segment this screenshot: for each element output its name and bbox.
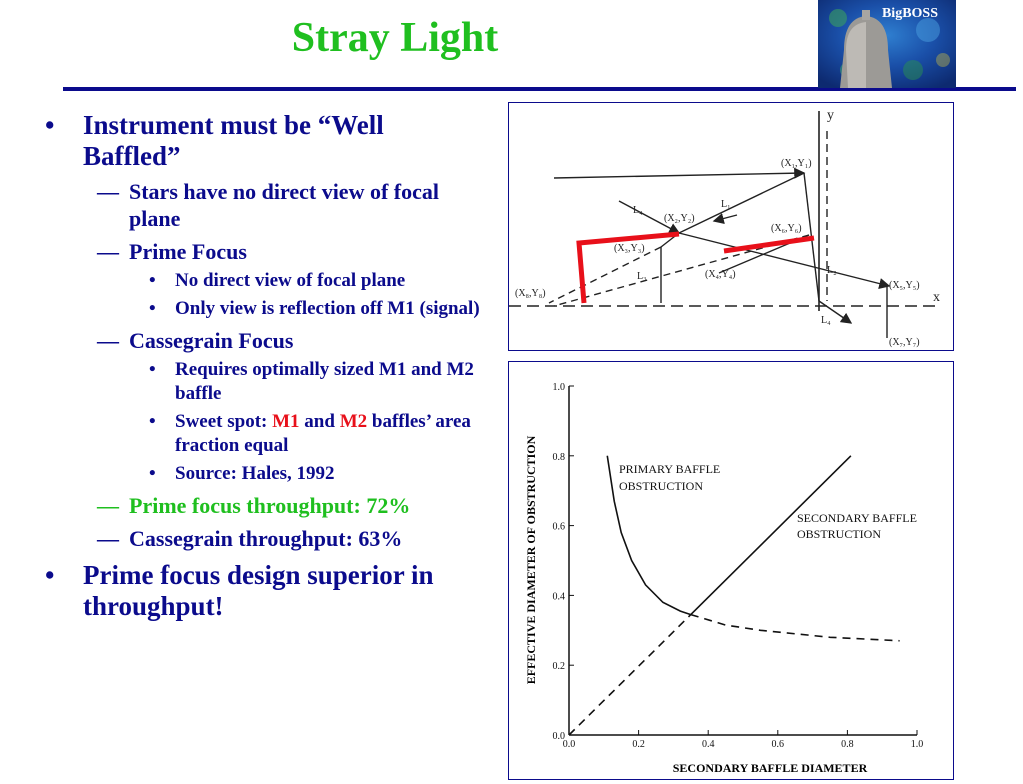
ray-label-l3: L₃: [637, 271, 647, 282]
secondary-baffle-line-dashed: [568, 614, 692, 736]
primary-baffle-curve-solid: [606, 455, 692, 616]
item-optimal-baffle: • Requires optimally sized M1 and M2 baf…: [45, 358, 485, 406]
y-tick-label: 0.4: [553, 591, 566, 602]
x-tick-label: 0.2: [632, 739, 645, 750]
ray-label-l1: L₁: [721, 199, 731, 210]
item-source: • Source: Hales, 1992: [45, 462, 485, 486]
x-tick-label: 0.4: [702, 739, 715, 750]
point-label-7: (X₇,Y₇): [889, 337, 920, 348]
y-tick-label: 1.0: [553, 382, 566, 393]
chart-svg: 0.0 0.2 0.4 0.6 0.8 1.0 0.0 0.2 0.4 0.6 0.8 1.0 PRI…: [524, 382, 924, 775]
sub-bullet-cassegrain-focus: — Cassegrain Focus: [45, 327, 485, 354]
ray-label-l2: L₂: [827, 265, 837, 276]
item-text-suffix: baffles’ area fraction equal: [175, 411, 471, 456]
point-label-5: (X₅,Y₅): [889, 280, 920, 291]
item-text: No direct view of focal plane: [175, 270, 406, 291]
y-axis-label: y: [827, 108, 834, 123]
annotation-primary-1: PRIMARY BAFFLE: [619, 462, 720, 476]
ray-l2: [678, 232, 891, 290]
ray-l4-lower: [818, 300, 853, 324]
slide-title: Stray Light: [291, 15, 499, 61]
title-divider: [63, 87, 1016, 91]
x-tick-label: 0.0: [563, 739, 576, 750]
y-tick-label: 0.6: [553, 522, 566, 533]
sub-bullet-cassegrain-throughput: — Cassegrain throughput: 63%: [45, 525, 485, 552]
bullet-text: Instrument must be “Well Baffled”: [83, 110, 384, 171]
m2-highlight: M2: [339, 411, 368, 432]
dash-marker: —: [97, 493, 119, 518]
logo-label: BigBOSS: [881, 6, 938, 21]
bullet-marker: •: [149, 463, 156, 484]
logo-image: [818, 0, 956, 88]
dash-marker: —: [97, 328, 119, 353]
dashed-ray-2: [553, 234, 810, 307]
ray-label-l4-upper: L₄: [633, 205, 643, 216]
sub-bullet-text: Cassegrain throughput: 63%: [129, 526, 403, 551]
y-axis-title: EFFECTIVE DIAMETER OF OBSTRUCTION: [524, 435, 538, 684]
ray-to-x2: [678, 172, 805, 234]
item-text-and: and: [299, 411, 340, 432]
x-axis-label: x: [933, 290, 940, 305]
dashed-ray-1: [548, 246, 662, 304]
sub-bullet-prime-throughput: — Prime focus throughput: 72%: [45, 492, 485, 519]
x-tick-label: 0.8: [841, 739, 854, 750]
m2-baffle-red: [723, 235, 815, 254]
item-text: Requires optimally sized M1 and M2 baffl…: [175, 359, 474, 404]
item-no-direct-view-focal-plane: • No direct view of focal plane: [45, 269, 485, 293]
point-label-1: (X₁,Y₁): [781, 158, 812, 169]
bullet-list: • Instrument must be “Well Baffled” — St…: [45, 110, 485, 628]
item-text: Source: Hales, 1992: [175, 463, 335, 484]
y-tick-label: 0.2: [553, 661, 566, 672]
bullet-prime-superior: • Prime focus design superior in through…: [45, 560, 485, 622]
bullet-well-baffled: • Instrument must be “Well Baffled”: [45, 110, 485, 172]
dash-marker: —: [97, 526, 119, 551]
ray-label-l4-lower: L₄: [821, 315, 831, 326]
point-label-8: (X₈,Y₈): [515, 288, 546, 299]
item-text-prefix: Sweet spot:: [175, 411, 273, 432]
bigboss-logo: BigBOSS: [818, 0, 956, 88]
bullet-marker: •: [45, 110, 55, 140]
ray-l1-arrow: [712, 213, 738, 224]
x-tick-label: 1.0: [911, 739, 924, 750]
incoming-ray: [553, 167, 806, 179]
m1-baffle-red: [576, 231, 680, 304]
annotation-secondary-2: OBSTRUCTION: [797, 527, 881, 541]
bullet-marker: •: [149, 298, 156, 319]
point-label-6: (X₆,Y₆): [771, 223, 802, 234]
item-text: Only view is reflection off M1 (signal): [175, 298, 480, 319]
sub-bullet-prime-focus: — Prime Focus: [45, 238, 485, 265]
obstruction-chart: 0.0 0.2 0.4 0.6 0.8 1.0 0.0 0.2 0.4 0.6 0.8 1.0 PRI…: [508, 361, 954, 780]
dash-marker: —: [97, 179, 119, 204]
sub-bullet-no-direct-view: — Stars have no direct view of focal pla…: [45, 178, 485, 232]
secondary-baffle-line-solid: [690, 455, 852, 616]
dash-marker: —: [97, 239, 119, 264]
ray-l4-upper: [618, 200, 681, 234]
y-tick-label: 0.8: [553, 452, 566, 463]
annotation-secondary-1: SECONDARY BAFFLE: [797, 511, 917, 525]
annotation-primary-2: OBSTRUCTION: [619, 479, 703, 493]
bullet-marker: •: [45, 560, 55, 590]
item-reflection-off-m1: • Only view is reflection off M1 (signal…: [45, 297, 485, 321]
m1-highlight: M1: [272, 411, 300, 432]
point-label-4: (X₄,Y₄): [705, 269, 736, 280]
bullet-text: Prime focus design superior in throughpu…: [83, 560, 434, 621]
item-sweet-spot: • Sweet spot: M1 and M2 baffles’ area fr…: [45, 410, 485, 458]
bullet-marker: •: [149, 411, 156, 432]
bullet-marker: •: [149, 359, 156, 380]
x-tick-label: 0.6: [772, 739, 785, 750]
ray-diagram-svg: y x (X₁,Y₁) (X₂,Y₂) (X₃,Y₃) (X₄,Y₄) (X₅,…: [509, 108, 940, 348]
sub-bullet-text: Stars have no direct view of focal plane: [129, 179, 439, 231]
bullet-marker: •: [149, 270, 156, 291]
primary-baffle-curve-dashed: [690, 613, 900, 642]
point-label-3: (X₃,Y₃): [614, 243, 645, 254]
sub-bullet-text: Prime focus throughput: 72%: [129, 493, 411, 518]
stray-light-ray-diagram: y x (X₁,Y₁) (X₂,Y₂) (X₃,Y₃) (X₄,Y₄) (X₅,…: [508, 102, 954, 351]
point-label-2: (X₂,Y₂): [664, 213, 695, 224]
sub-bullet-text: Prime Focus: [129, 239, 247, 264]
y-tick-label: 0.0: [553, 731, 566, 742]
x-axis-title: SECONDARY BAFFLE DIAMETER: [673, 761, 868, 775]
sub-bullet-text: Cassegrain Focus: [129, 328, 294, 353]
